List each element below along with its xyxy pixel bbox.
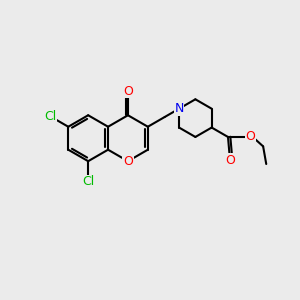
Text: N: N bbox=[174, 102, 184, 115]
Text: O: O bbox=[123, 85, 133, 98]
Text: Cl: Cl bbox=[44, 110, 56, 123]
Text: O: O bbox=[123, 155, 133, 168]
Text: Cl: Cl bbox=[82, 176, 94, 188]
Text: O: O bbox=[246, 130, 256, 143]
Text: O: O bbox=[225, 154, 235, 166]
